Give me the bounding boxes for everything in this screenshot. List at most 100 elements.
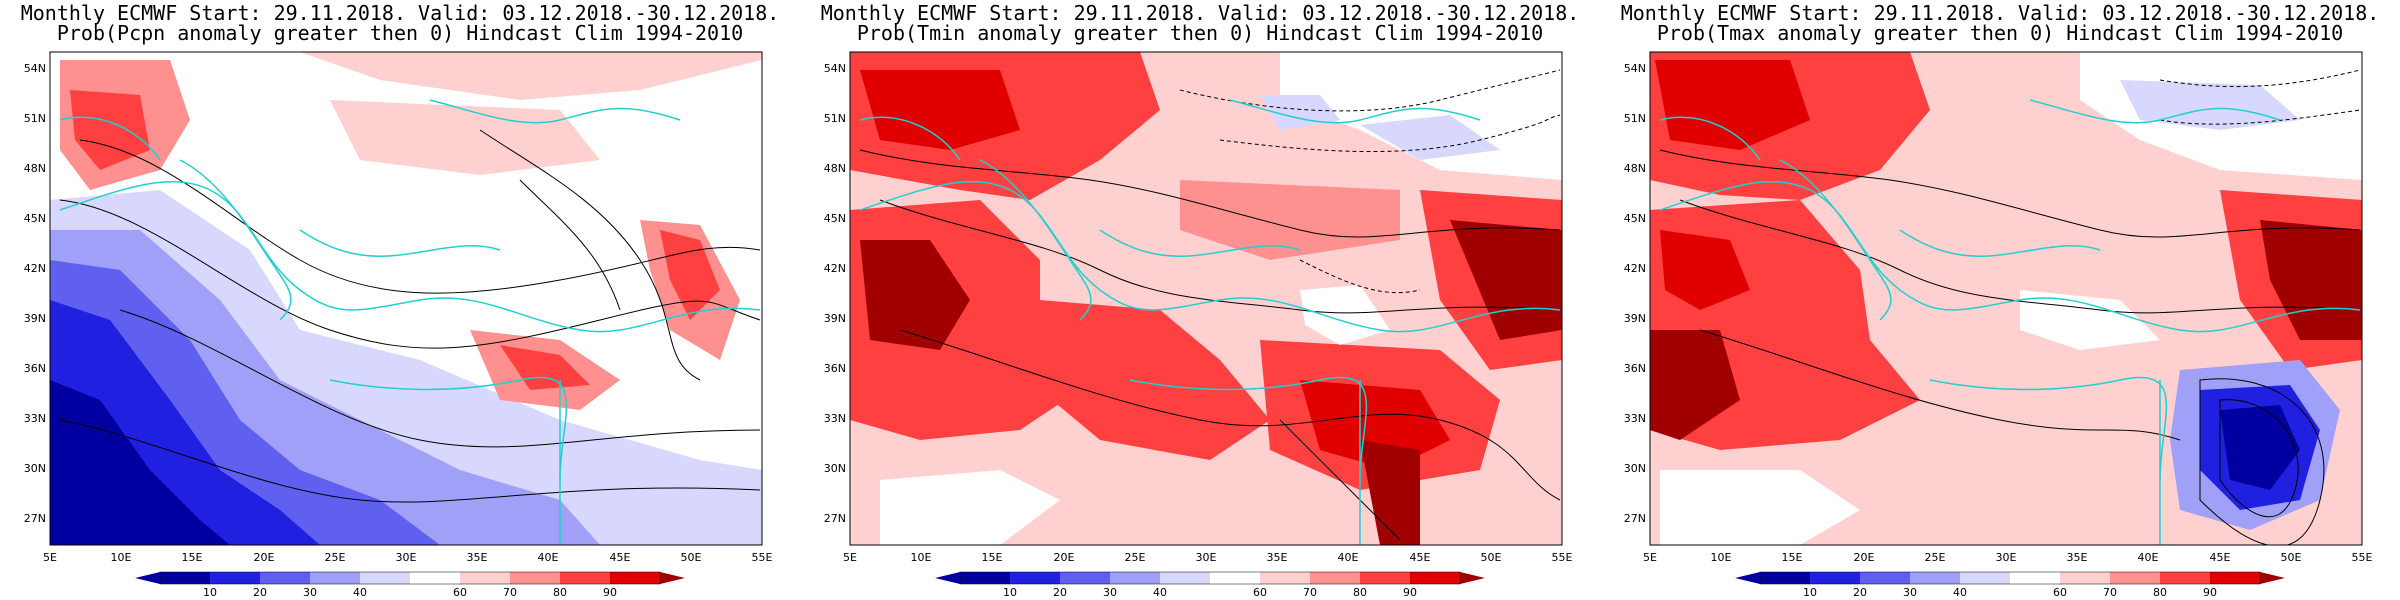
svg-text:55E: 55E xyxy=(2352,551,2373,564)
svg-text:20E: 20E xyxy=(1054,551,1075,564)
svg-text:25E: 25E xyxy=(1925,551,1946,564)
svg-text:70: 70 xyxy=(1303,586,1317,599)
svg-text:54N: 54N xyxy=(1624,62,1646,75)
svg-text:20E: 20E xyxy=(254,551,275,564)
svg-text:40E: 40E xyxy=(1338,551,1359,564)
svg-text:90: 90 xyxy=(603,586,617,599)
colorbar: 10 20 30 40 60 70 80 90 xyxy=(1735,571,2285,599)
svg-text:51N: 51N xyxy=(824,112,846,125)
colorbar: 10 20 30 40 60 70 80 90 xyxy=(935,571,1485,599)
svg-text:48N: 48N xyxy=(824,162,846,175)
svg-text:60: 60 xyxy=(453,586,467,599)
svg-text:15E: 15E xyxy=(1782,551,1803,564)
svg-text:70: 70 xyxy=(2103,586,2117,599)
svg-text:51N: 51N xyxy=(1624,112,1646,125)
svg-text:25E: 25E xyxy=(325,551,346,564)
svg-text:45E: 45E xyxy=(2210,551,2231,564)
svg-text:90: 90 xyxy=(1403,586,1417,599)
svg-text:39N: 39N xyxy=(24,312,46,325)
svg-text:40E: 40E xyxy=(2138,551,2159,564)
map-panel-tmin: Monthly ECMWF Start: 29.11.2018. Valid: … xyxy=(800,0,1600,600)
svg-text:42N: 42N xyxy=(1624,262,1646,275)
svg-text:10E: 10E xyxy=(111,551,132,564)
svg-text:15E: 15E xyxy=(182,551,203,564)
svg-text:39N: 39N xyxy=(824,312,846,325)
coastlines xyxy=(59,99,761,545)
svg-text:15E: 15E xyxy=(982,551,1003,564)
longitude-axis: 5E 10E 15E 20E 25E 30E 35E 40E 45E 50E 5… xyxy=(1643,551,2372,564)
svg-text:80: 80 xyxy=(2153,586,2167,599)
svg-text:50E: 50E xyxy=(1481,551,1502,564)
coastlines xyxy=(1659,99,2361,545)
colorbar: 10 20 30 40 60 70 80 90 xyxy=(135,571,685,599)
map-figure: 54N 51N 48N 45N 42N 39N 36N 33N 30N 27N … xyxy=(1624,51,2373,599)
svg-text:36N: 36N xyxy=(24,362,46,375)
panel-title-line1: Monthly ECMWF Start: 29.11.2018. Valid: … xyxy=(20,1,780,25)
svg-text:30N: 30N xyxy=(24,462,46,475)
svg-text:5E: 5E xyxy=(43,551,57,564)
map-panel-tmax: Monthly ECMWF Start: 29.11.2018. Valid: … xyxy=(1600,0,2400,600)
svg-text:45N: 45N xyxy=(824,212,846,225)
svg-text:42N: 42N xyxy=(824,262,846,275)
svg-text:39N: 39N xyxy=(1624,312,1646,325)
svg-text:5E: 5E xyxy=(843,551,857,564)
longitude-axis: 5E 10E 15E 20E 25E 30E 35E 40E 45E 50E 5… xyxy=(843,551,1572,564)
svg-text:80: 80 xyxy=(1353,586,1367,599)
svg-text:54N: 54N xyxy=(824,62,846,75)
svg-text:20: 20 xyxy=(1853,586,1867,599)
svg-text:40E: 40E xyxy=(538,551,559,564)
latitude-axis: 54N 51N 48N 45N 42N 39N 36N 33N 30N 27N xyxy=(824,62,846,525)
svg-text:45E: 45E xyxy=(1410,551,1431,564)
map-panel-pcpn: Monthly ECMWF Start: 29.11.2018. Valid: … xyxy=(0,0,800,600)
panel-title-line2: Prob(Tmax anomaly greater then 0) Hindca… xyxy=(1656,21,2344,45)
svg-text:45N: 45N xyxy=(24,212,46,225)
svg-text:80: 80 xyxy=(553,586,567,599)
map-figure: 54N 51N 48N 45N 42N 39N 36N 33N 30N 27N … xyxy=(24,51,773,599)
svg-text:30E: 30E xyxy=(1196,551,1217,564)
latitude-axis: 54N 51N 48N 45N 42N 39N 36N 33N 30N 27N xyxy=(24,62,46,525)
contour-lines xyxy=(859,69,1561,541)
svg-text:54N: 54N xyxy=(24,62,46,75)
svg-text:48N: 48N xyxy=(24,162,46,175)
svg-text:51N: 51N xyxy=(24,112,46,125)
svg-text:30E: 30E xyxy=(396,551,417,564)
contour-lines xyxy=(59,129,761,503)
svg-text:25E: 25E xyxy=(1125,551,1146,564)
svg-text:60: 60 xyxy=(1253,586,1267,599)
svg-text:55E: 55E xyxy=(752,551,773,564)
svg-text:20: 20 xyxy=(1053,586,1067,599)
svg-text:30E: 30E xyxy=(1996,551,2017,564)
svg-text:40: 40 xyxy=(353,586,367,599)
svg-text:5E: 5E xyxy=(1643,551,1657,564)
panel-title-line1: Monthly ECMWF Start: 29.11.2018. Valid: … xyxy=(820,1,1580,25)
svg-text:36N: 36N xyxy=(1624,362,1646,375)
svg-text:50E: 50E xyxy=(2281,551,2302,564)
svg-text:10E: 10E xyxy=(1711,551,1732,564)
svg-text:10: 10 xyxy=(1003,586,1017,599)
svg-text:27N: 27N xyxy=(1624,512,1646,525)
map-frame xyxy=(849,51,1563,546)
svg-text:45N: 45N xyxy=(1624,212,1646,225)
svg-text:48N: 48N xyxy=(1624,162,1646,175)
svg-text:10: 10 xyxy=(203,586,217,599)
svg-text:40: 40 xyxy=(1953,586,1967,599)
panel-title-line2: Prob(Tmin anomaly greater then 0) Hindca… xyxy=(856,21,1544,45)
panel-title-line1: Monthly ECMWF Start: 29.11.2018. Valid: … xyxy=(1620,1,2380,25)
svg-text:70: 70 xyxy=(503,586,517,599)
coastlines xyxy=(859,99,1561,545)
svg-text:60: 60 xyxy=(2053,586,2067,599)
svg-text:33N: 33N xyxy=(24,412,46,425)
svg-text:27N: 27N xyxy=(24,512,46,525)
svg-text:30: 30 xyxy=(1103,586,1117,599)
svg-text:30N: 30N xyxy=(1624,462,1646,475)
svg-text:33N: 33N xyxy=(1624,412,1646,425)
svg-text:40: 40 xyxy=(1153,586,1167,599)
probability-field xyxy=(50,52,762,545)
svg-text:20: 20 xyxy=(253,586,267,599)
svg-text:30: 30 xyxy=(1903,586,1917,599)
svg-text:90: 90 xyxy=(2203,586,2217,599)
svg-text:45E: 45E xyxy=(610,551,631,564)
latitude-axis: 54N 51N 48N 45N 42N 39N 36N 33N 30N 27N xyxy=(1624,62,1646,525)
map-frame xyxy=(1649,51,2363,546)
contour-lines xyxy=(1659,69,2361,545)
